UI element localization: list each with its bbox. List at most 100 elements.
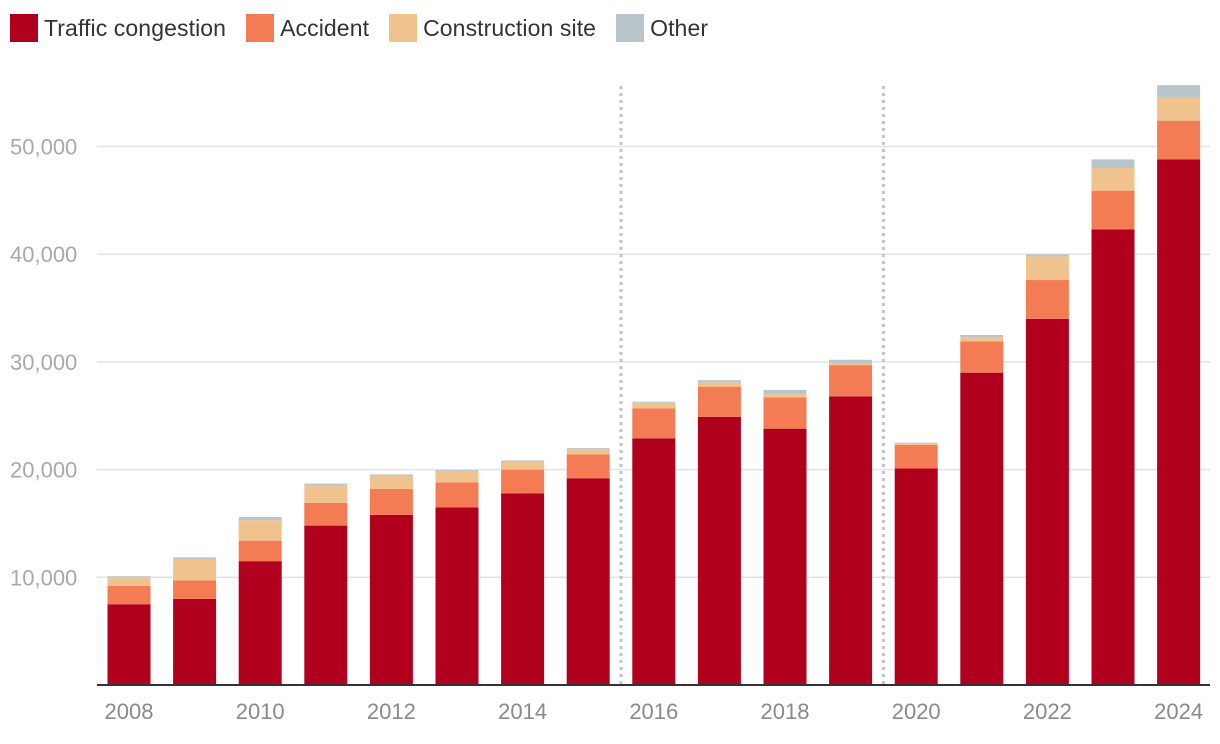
bar-stack-2018 xyxy=(763,389,807,685)
bar-accident-2021 xyxy=(960,341,1004,373)
bar-stack-2012 xyxy=(369,474,413,685)
bar-traffic-congestion-2010 xyxy=(238,561,282,685)
legend-label: Traffic congestion xyxy=(44,14,227,41)
legend-swatch-accident xyxy=(246,14,275,42)
bar-traffic-congestion-2013 xyxy=(435,507,479,685)
bar-traffic-congestion-2024 xyxy=(1157,159,1201,685)
bar-construction-site-2010 xyxy=(238,520,282,541)
bar-construction-site-2019 xyxy=(829,362,873,366)
bar-construction-site-2014 xyxy=(501,462,545,470)
legend-swatch-construction-site xyxy=(389,14,418,42)
bar-stack-2008 xyxy=(107,576,151,685)
bar-traffic-congestion-2017 xyxy=(697,416,741,685)
bar-other-2013 xyxy=(435,470,479,472)
bar-other-2009 xyxy=(173,557,217,559)
y-tick-label: 40,000 xyxy=(10,242,77,267)
bar-other-2012 xyxy=(369,474,413,477)
bar-traffic-congestion-2020 xyxy=(894,468,938,685)
bar-construction-site-2012 xyxy=(369,476,413,489)
bar-stack-2010 xyxy=(238,516,282,685)
bar-construction-site-2016 xyxy=(632,402,676,409)
bar-stack-2017 xyxy=(697,380,741,685)
bar-accident-2018 xyxy=(763,397,807,429)
bar-other-2019 xyxy=(829,359,873,363)
x-tick-label: 2008 xyxy=(105,699,154,724)
bar-traffic-congestion-2011 xyxy=(304,525,348,685)
bar-construction-site-2018 xyxy=(763,394,807,398)
bar-other-2016 xyxy=(632,401,676,403)
bar-traffic-congestion-2021 xyxy=(960,372,1004,685)
bar-construction-site-2009 xyxy=(173,558,217,581)
bar-accident-2008 xyxy=(107,585,151,605)
bar-accident-2016 xyxy=(632,408,676,439)
bar-construction-site-2021 xyxy=(960,337,1004,342)
x-tick-label: 2022 xyxy=(1023,699,1072,724)
bar-traffic-congestion-2019 xyxy=(829,396,873,685)
bar-accident-2011 xyxy=(304,502,348,526)
legend-item-traffic-congestion: Traffic congestion xyxy=(10,14,226,42)
bar-traffic-congestion-2023 xyxy=(1091,229,1135,685)
legend-label: Construction site xyxy=(423,14,597,41)
bar-traffic-congestion-2014 xyxy=(501,493,545,685)
x-tick-label: 2012 xyxy=(367,699,416,724)
y-tick-label: 30,000 xyxy=(10,350,77,375)
bar-stack-2011 xyxy=(304,483,348,685)
legend-item-other: Other xyxy=(616,14,708,42)
bar-stack-2024 xyxy=(1157,85,1201,685)
x-tick-label: 2024 xyxy=(1154,699,1203,724)
bar-accident-2022 xyxy=(1025,280,1069,319)
bar-stack-2016 xyxy=(632,401,676,685)
bar-stack-2021 xyxy=(960,334,1004,685)
x-tick-label: 2010 xyxy=(236,699,285,724)
legend-label: Accident xyxy=(280,14,370,41)
bar-other-2014 xyxy=(501,460,545,463)
bar-construction-site-2013 xyxy=(435,471,479,483)
bar-other-2008 xyxy=(107,576,151,578)
bar-stack-2022 xyxy=(1025,254,1069,685)
x-tick-label: 2014 xyxy=(498,699,547,724)
bar-construction-site-2022 xyxy=(1025,256,1069,281)
bar-stack-2015 xyxy=(566,448,610,685)
y-tick-label: 10,000 xyxy=(10,565,77,590)
bar-accident-2015 xyxy=(566,454,610,479)
bar-other-2018 xyxy=(763,389,807,395)
bar-traffic-congestion-2008 xyxy=(107,604,151,685)
bar-stack-2020 xyxy=(894,442,938,685)
legend-item-construction-site: Construction site xyxy=(389,14,596,42)
bar-other-2010 xyxy=(238,516,282,521)
bar-traffic-congestion-2018 xyxy=(763,428,807,685)
bar-traffic-congestion-2009 xyxy=(173,598,217,685)
bar-other-2023 xyxy=(1091,159,1135,169)
bar-other-2022 xyxy=(1025,254,1069,257)
bars xyxy=(107,85,1201,685)
bar-accident-2017 xyxy=(697,386,741,417)
bar-stack-2009 xyxy=(173,557,217,685)
bar-stack-2023 xyxy=(1091,159,1135,685)
x-tick-label: 2016 xyxy=(629,699,678,724)
bar-stack-2013 xyxy=(435,470,479,685)
bar-other-2020 xyxy=(894,442,938,444)
bar-other-2021 xyxy=(960,334,1004,338)
bar-traffic-congestion-2022 xyxy=(1025,318,1069,685)
bar-accident-2010 xyxy=(238,540,282,562)
bar-traffic-congestion-2015 xyxy=(566,478,610,685)
legend-swatch-other xyxy=(616,14,645,42)
bar-traffic-congestion-2016 xyxy=(632,438,676,685)
bar-stack-2019 xyxy=(829,359,873,685)
bar-construction-site-2020 xyxy=(894,443,938,445)
bar-other-2015 xyxy=(566,448,610,450)
legend: Traffic congestion Accident Construction… xyxy=(10,12,708,44)
bar-stack-2014 xyxy=(501,460,545,685)
bar-construction-site-2011 xyxy=(304,485,348,503)
legend-swatch-traffic-congestion xyxy=(10,14,38,42)
bar-accident-2012 xyxy=(369,488,413,515)
legend-item-accident: Accident xyxy=(246,14,369,42)
bar-other-2024 xyxy=(1157,85,1201,97)
bar-accident-2020 xyxy=(894,444,938,469)
bar-construction-site-2015 xyxy=(566,449,610,455)
y-tick-label: 50,000 xyxy=(10,135,77,160)
bar-other-2011 xyxy=(304,483,348,486)
bar-construction-site-2024 xyxy=(1157,96,1201,121)
legend-label: Other xyxy=(650,14,709,41)
